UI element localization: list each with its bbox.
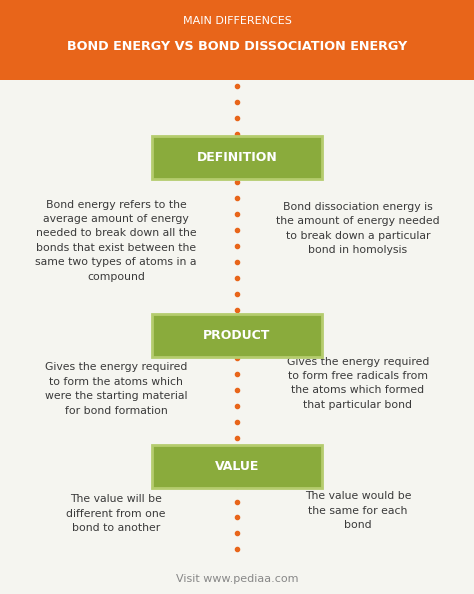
Text: Gives the energy required
to form free radicals from
the atoms which formed
that: Gives the energy required to form free r… <box>287 356 429 410</box>
Text: The value will be
different from one
bond to another: The value will be different from one bon… <box>66 494 166 533</box>
Text: VALUE: VALUE <box>215 460 259 473</box>
Text: BOND ENERGY VS BOND DISSOCIATION ENERGY: BOND ENERGY VS BOND DISSOCIATION ENERGY <box>67 40 407 53</box>
Text: Gives the energy required
to form the atoms which
were the starting material
for: Gives the energy required to form the at… <box>45 362 187 416</box>
FancyBboxPatch shape <box>152 136 322 179</box>
Text: Visit www.pediaa.com: Visit www.pediaa.com <box>176 574 298 584</box>
Text: DEFINITION: DEFINITION <box>197 151 277 164</box>
Text: PRODUCT: PRODUCT <box>203 329 271 342</box>
FancyBboxPatch shape <box>0 0 474 80</box>
Text: Bond dissociation energy is
the amount of energy needed
to break down a particul: Bond dissociation energy is the amount o… <box>276 202 440 255</box>
Text: The value would be
the same for each
bond: The value would be the same for each bon… <box>305 491 411 530</box>
FancyBboxPatch shape <box>152 445 322 488</box>
FancyBboxPatch shape <box>152 314 322 357</box>
Text: Bond energy refers to the
average amount of energy
needed to break down all the
: Bond energy refers to the average amount… <box>36 200 197 282</box>
Text: MAIN DIFFERENCES: MAIN DIFFERENCES <box>182 16 292 26</box>
